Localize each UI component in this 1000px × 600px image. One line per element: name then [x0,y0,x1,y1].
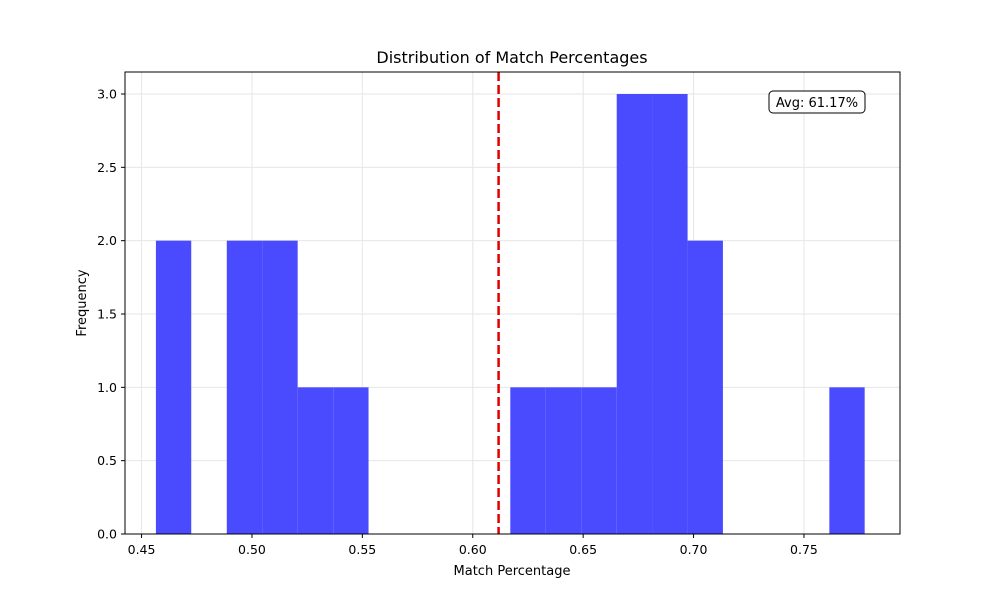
histogram-bar-10 [510,387,546,534]
x-axis-label: Match Percentage [454,564,571,579]
y-tick-label-3: 1.5 [97,307,117,322]
average-annotation: Avg: 61.17% [768,90,866,114]
y-tick-label-1: 0.5 [97,453,117,468]
y-tick-label-4: 2.0 [97,233,117,248]
y-axis-ticks: 0.0 0.5 1.0 1.5 2.0 2.5 3.0 [97,87,125,542]
histogram-bar-5 [333,387,369,534]
y-tick-label-6: 3.0 [97,87,117,102]
histogram-bar-12 [581,387,617,534]
annotation-text: Avg: 61.17% [776,96,858,111]
histogram-bar-2 [226,240,263,534]
bars [155,94,865,534]
y-tick-label-5: 2.5 [97,160,117,175]
histogram-bar-13 [616,94,653,534]
x-tick-label-0: 0.45 [128,542,156,557]
histogram-bar-15 [687,240,723,534]
x-axis-ticks: 0.45 0.50 0.55 0.60 0.65 0.70 0.75 [128,534,818,557]
annotation-box [768,90,866,114]
histogram-bar-11 [545,387,582,534]
y-tick-label-0: 0.0 [97,527,117,542]
histogram-bar-0 [155,240,192,534]
histogram-bar-19 [829,387,865,534]
x-tick-label-6: 0.75 [790,542,818,557]
x-tick-label-2: 0.55 [348,542,376,557]
y-axis-label: Frequency [75,269,90,336]
x-tick-label-1: 0.50 [238,542,266,557]
histogram-bar-3 [262,240,298,534]
chart-title: Distribution of Match Percentages [376,48,647,67]
histogram-bar-14 [652,94,688,534]
x-tick-label-3: 0.60 [459,542,487,557]
x-tick-label-5: 0.70 [680,542,708,557]
histogram-bar-4 [297,387,334,534]
y-tick-label-2: 1.0 [97,380,117,395]
plot-frame [124,71,901,535]
x-tick-label-4: 0.65 [569,542,597,557]
